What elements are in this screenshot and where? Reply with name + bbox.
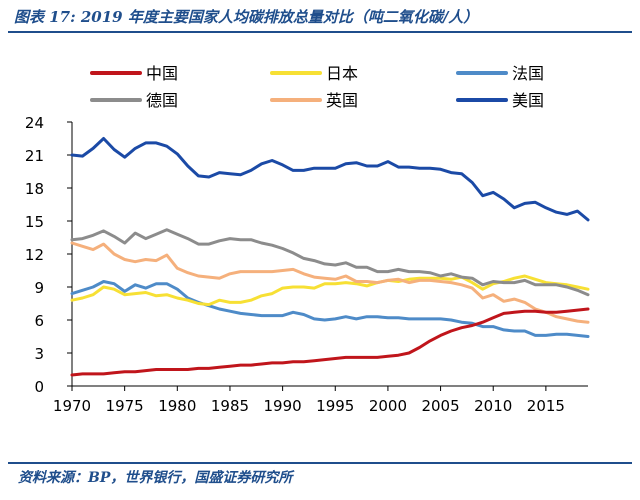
series-line-uk [70,241,590,324]
chart-series [70,137,590,377]
y-tick-label: 3 [34,345,44,363]
x-tick-label: 2005 [421,397,459,415]
y-tick-label: 0 [34,378,44,396]
x-tick-label: 1985 [211,397,249,415]
legend-label-japan: 日本 [326,64,358,83]
title-divider [8,31,632,33]
series-line-germany [70,228,590,297]
x-tick-label: 2015 [527,397,565,415]
y-tick-label: 6 [34,312,44,330]
page-title: 图表 17: 2019 年度主要国家人均碳排放总量对比（吨二氧化碳/人） [14,8,479,26]
x-tick-label: 1980 [158,397,196,415]
series-line-france [70,280,590,338]
y-tick-label: 21 [25,147,44,165]
y-tick-label: 18 [25,180,44,198]
source-divider [8,462,632,464]
legend-label-china: 中国 [146,64,178,83]
x-tick-label: 1995 [316,397,354,415]
x-tick-label: 2010 [474,397,512,415]
x-tick-label: 2000 [369,397,407,415]
y-tick-label: 24 [25,114,44,132]
legend-label-germany: 德国 [146,91,178,110]
chart-axes: 0 3 6 9 12 15 18 21 24 1970 1975 1980 1985 1990 1995 20… [25,114,588,415]
legend-label-uk: 英国 [326,91,358,110]
series-line-usa [70,137,590,222]
series-line-china [70,307,590,377]
y-tick-label: 9 [34,279,44,297]
x-tick-label: 1975 [106,397,144,415]
legend-label-usa: 美国 [512,91,544,110]
y-tick-label: 12 [25,246,44,264]
x-tick-label: 1970 [53,397,91,415]
x-tick-label: 1990 [264,397,302,415]
y-tick-label: 15 [25,213,44,231]
source-note: 资料来源：BP，世界银行，国盛证券研究所 [18,470,293,486]
legend-label-france: 法国 [512,64,544,83]
